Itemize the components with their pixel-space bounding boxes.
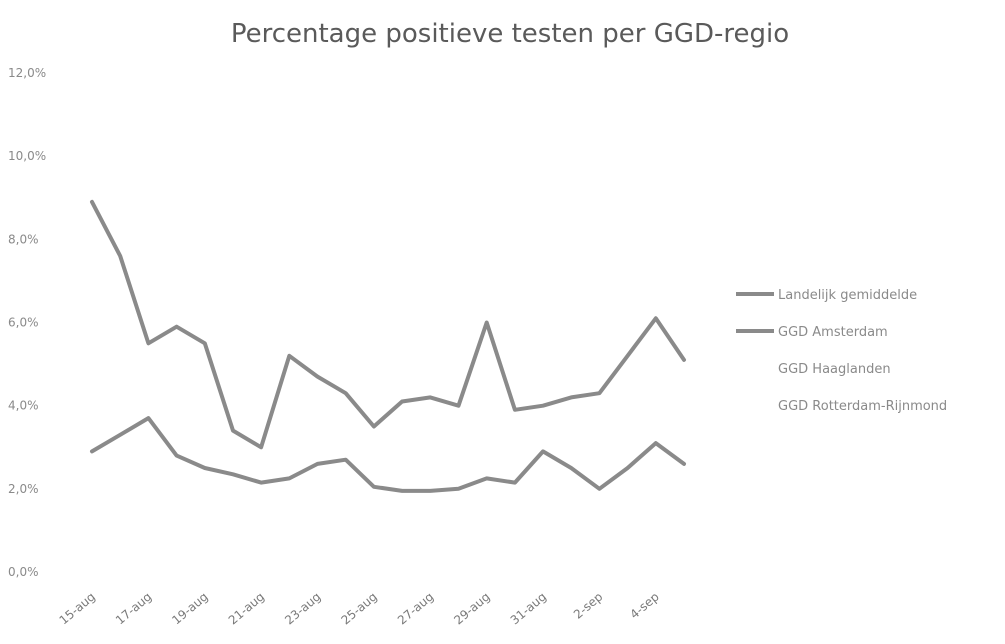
legend-label: GGD Rotterdam-Rijnmond bbox=[778, 399, 947, 414]
y-tick-label: 2,0% bbox=[8, 482, 39, 496]
y-tick-label: 0,0% bbox=[8, 565, 39, 579]
x-tick-label: 25-aug bbox=[339, 590, 380, 628]
x-tick-label: 17-aug bbox=[113, 590, 154, 628]
x-tick-label: 2-sep bbox=[571, 590, 605, 622]
legend-label: GGD Amsterdam bbox=[778, 325, 888, 340]
x-tick-label: 23-aug bbox=[282, 590, 323, 628]
series-line-0 bbox=[90, 416, 686, 493]
x-tick-label: 4-sep bbox=[627, 590, 661, 622]
y-tick-label: 8,0% bbox=[8, 232, 39, 246]
legend-label: GGD Haaglanden bbox=[778, 362, 891, 377]
y-tick-label: 4,0% bbox=[8, 399, 39, 413]
x-tick-label: 21-aug bbox=[226, 590, 267, 628]
series-line-1 bbox=[90, 199, 686, 450]
x-tick-label: 27-aug bbox=[395, 590, 436, 628]
x-tick-label: 15-aug bbox=[57, 590, 98, 628]
y-tick-label: 10,0% bbox=[8, 149, 46, 163]
x-axis: 15-aug 17-aug 19-aug 21-aug 23-aug 25-aug 27-a… bbox=[57, 590, 662, 628]
y-tick-label: 6,0% bbox=[8, 316, 39, 330]
y-tick-label: 12,0% bbox=[8, 66, 46, 80]
chart-title: Percentage positieve testen per GGD-regi… bbox=[231, 19, 789, 49]
plot-area bbox=[90, 199, 686, 493]
x-tick-label: 29-aug bbox=[451, 590, 492, 628]
legend-label: Landelijk gemiddelde bbox=[778, 288, 917, 303]
x-tick-label: 31-aug bbox=[508, 590, 549, 628]
x-tick-label: 19-aug bbox=[169, 590, 210, 628]
legend: Landelijk gemiddelde GGD Amsterdam GGD Haa… bbox=[736, 288, 947, 414]
y-axis: 0,0% 2,0% 4,0% 6,0% 8,0% 10,0% 12,0% bbox=[8, 66, 46, 579]
